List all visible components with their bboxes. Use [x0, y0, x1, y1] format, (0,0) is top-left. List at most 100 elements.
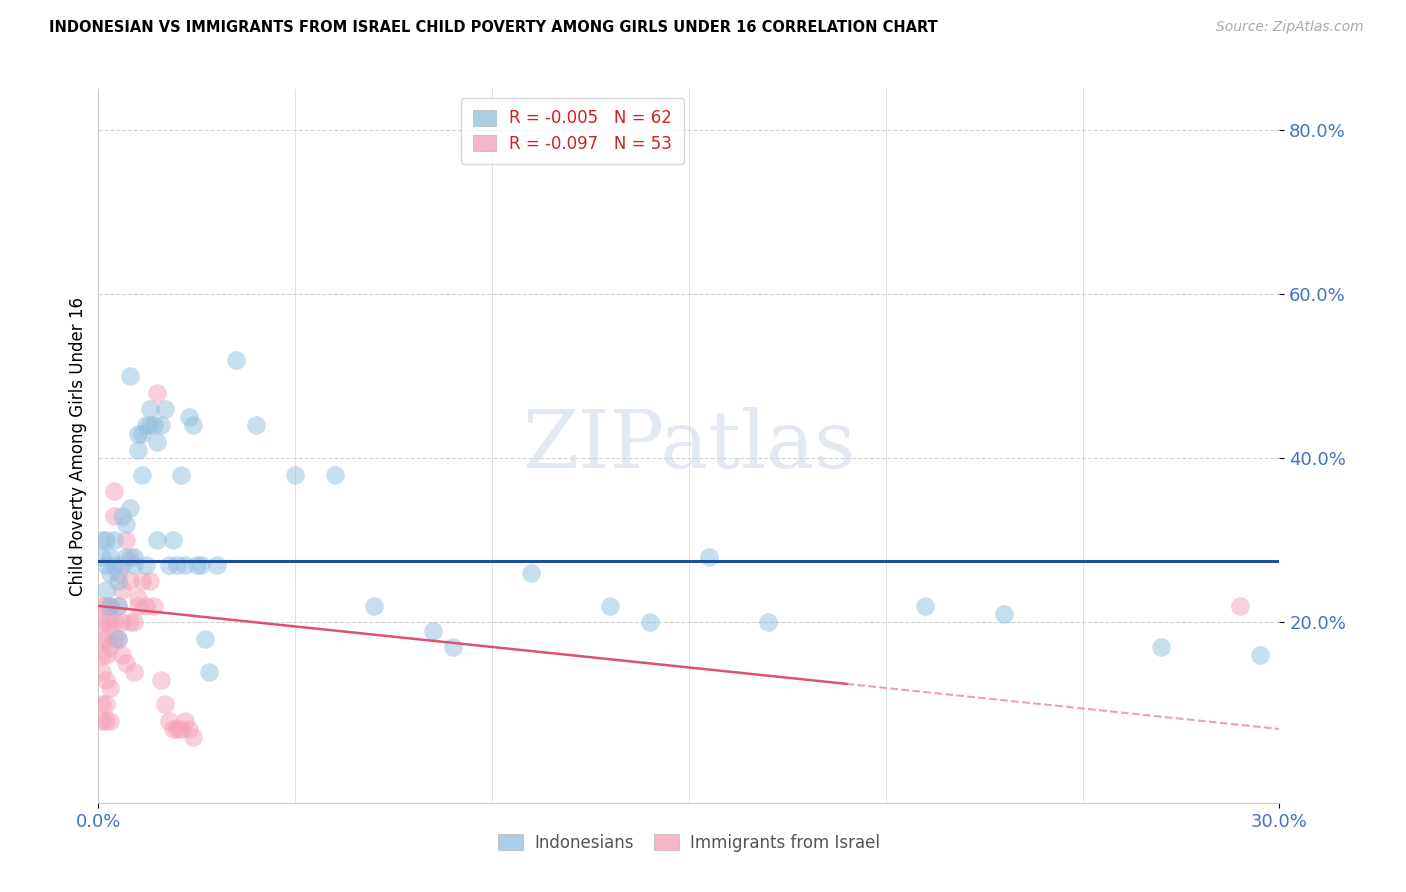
Point — [107, 599, 129, 613]
Point — [914, 599, 936, 613]
Point — [166, 722, 188, 736]
Point — [186, 558, 208, 572]
Point — [122, 558, 145, 572]
Point — [103, 558, 125, 572]
Point — [166, 558, 188, 572]
Point — [138, 402, 160, 417]
Point — [177, 410, 200, 425]
Point — [91, 714, 114, 728]
Point — [131, 467, 153, 482]
Point — [155, 698, 177, 712]
Point — [127, 591, 149, 605]
Point — [131, 426, 153, 441]
Point — [205, 558, 228, 572]
Text: Source: ZipAtlas.com: Source: ZipAtlas.com — [1216, 20, 1364, 34]
Point — [323, 467, 346, 482]
Point — [697, 549, 720, 564]
Point — [131, 574, 153, 589]
Point — [98, 681, 121, 695]
Point — [96, 558, 118, 572]
Point — [142, 599, 165, 613]
Point — [118, 615, 141, 630]
Point — [520, 566, 543, 581]
Point — [103, 484, 125, 499]
Point — [96, 714, 118, 728]
Point — [122, 615, 145, 630]
Point — [756, 615, 779, 630]
Point — [107, 632, 129, 646]
Point — [181, 730, 204, 744]
Point — [98, 599, 121, 613]
Point — [157, 714, 180, 728]
Point — [98, 566, 121, 581]
Point — [138, 418, 160, 433]
Point — [422, 624, 444, 638]
Point — [245, 418, 267, 433]
Point — [111, 508, 134, 523]
Point — [91, 632, 114, 646]
Point — [96, 615, 118, 630]
Point — [98, 615, 121, 630]
Point — [441, 640, 464, 654]
Point — [96, 648, 118, 662]
Point — [146, 533, 169, 548]
Text: ZIPatlas: ZIPatlas — [522, 407, 856, 485]
Y-axis label: Child Poverty Among Girls Under 16: Child Poverty Among Girls Under 16 — [69, 296, 87, 596]
Point — [115, 657, 138, 671]
Point — [162, 722, 184, 736]
Point — [111, 648, 134, 662]
Point — [111, 558, 134, 572]
Point — [177, 722, 200, 736]
Point — [107, 599, 129, 613]
Point — [122, 665, 145, 679]
Point — [157, 558, 180, 572]
Point — [146, 385, 169, 400]
Point — [107, 566, 129, 581]
Point — [150, 673, 173, 687]
Point — [225, 352, 247, 367]
Point — [91, 549, 114, 564]
Point — [91, 599, 114, 613]
Point — [138, 574, 160, 589]
Point — [115, 516, 138, 531]
Point — [91, 533, 114, 548]
Point — [135, 418, 157, 433]
Point — [96, 599, 118, 613]
Point — [190, 558, 212, 572]
Point — [103, 533, 125, 548]
Point — [98, 714, 121, 728]
Point — [155, 402, 177, 417]
Point — [111, 615, 134, 630]
Text: INDONESIAN VS IMMIGRANTS FROM ISRAEL CHILD POVERTY AMONG GIRLS UNDER 16 CORRELAT: INDONESIAN VS IMMIGRANTS FROM ISRAEL CHI… — [49, 20, 938, 35]
Point — [96, 632, 118, 646]
Point — [127, 599, 149, 613]
Point — [174, 558, 197, 572]
Point — [122, 549, 145, 564]
Point — [1150, 640, 1173, 654]
Point — [103, 615, 125, 630]
Point — [170, 722, 193, 736]
Point — [91, 615, 114, 630]
Point — [98, 549, 121, 564]
Point — [284, 467, 307, 482]
Point — [1229, 599, 1251, 613]
Point — [599, 599, 621, 613]
Point — [98, 640, 121, 654]
Point — [118, 549, 141, 564]
Point — [96, 533, 118, 548]
Legend: Indonesians, Immigrants from Israel: Indonesians, Immigrants from Israel — [491, 828, 887, 859]
Point — [107, 632, 129, 646]
Point — [115, 549, 138, 564]
Point — [146, 434, 169, 449]
Point — [91, 648, 114, 662]
Point — [96, 673, 118, 687]
Point — [127, 426, 149, 441]
Point — [118, 500, 141, 515]
Point — [118, 574, 141, 589]
Point — [638, 615, 661, 630]
Point — [107, 574, 129, 589]
Point — [194, 632, 217, 646]
Point — [96, 582, 118, 597]
Point — [1249, 648, 1271, 662]
Point — [103, 508, 125, 523]
